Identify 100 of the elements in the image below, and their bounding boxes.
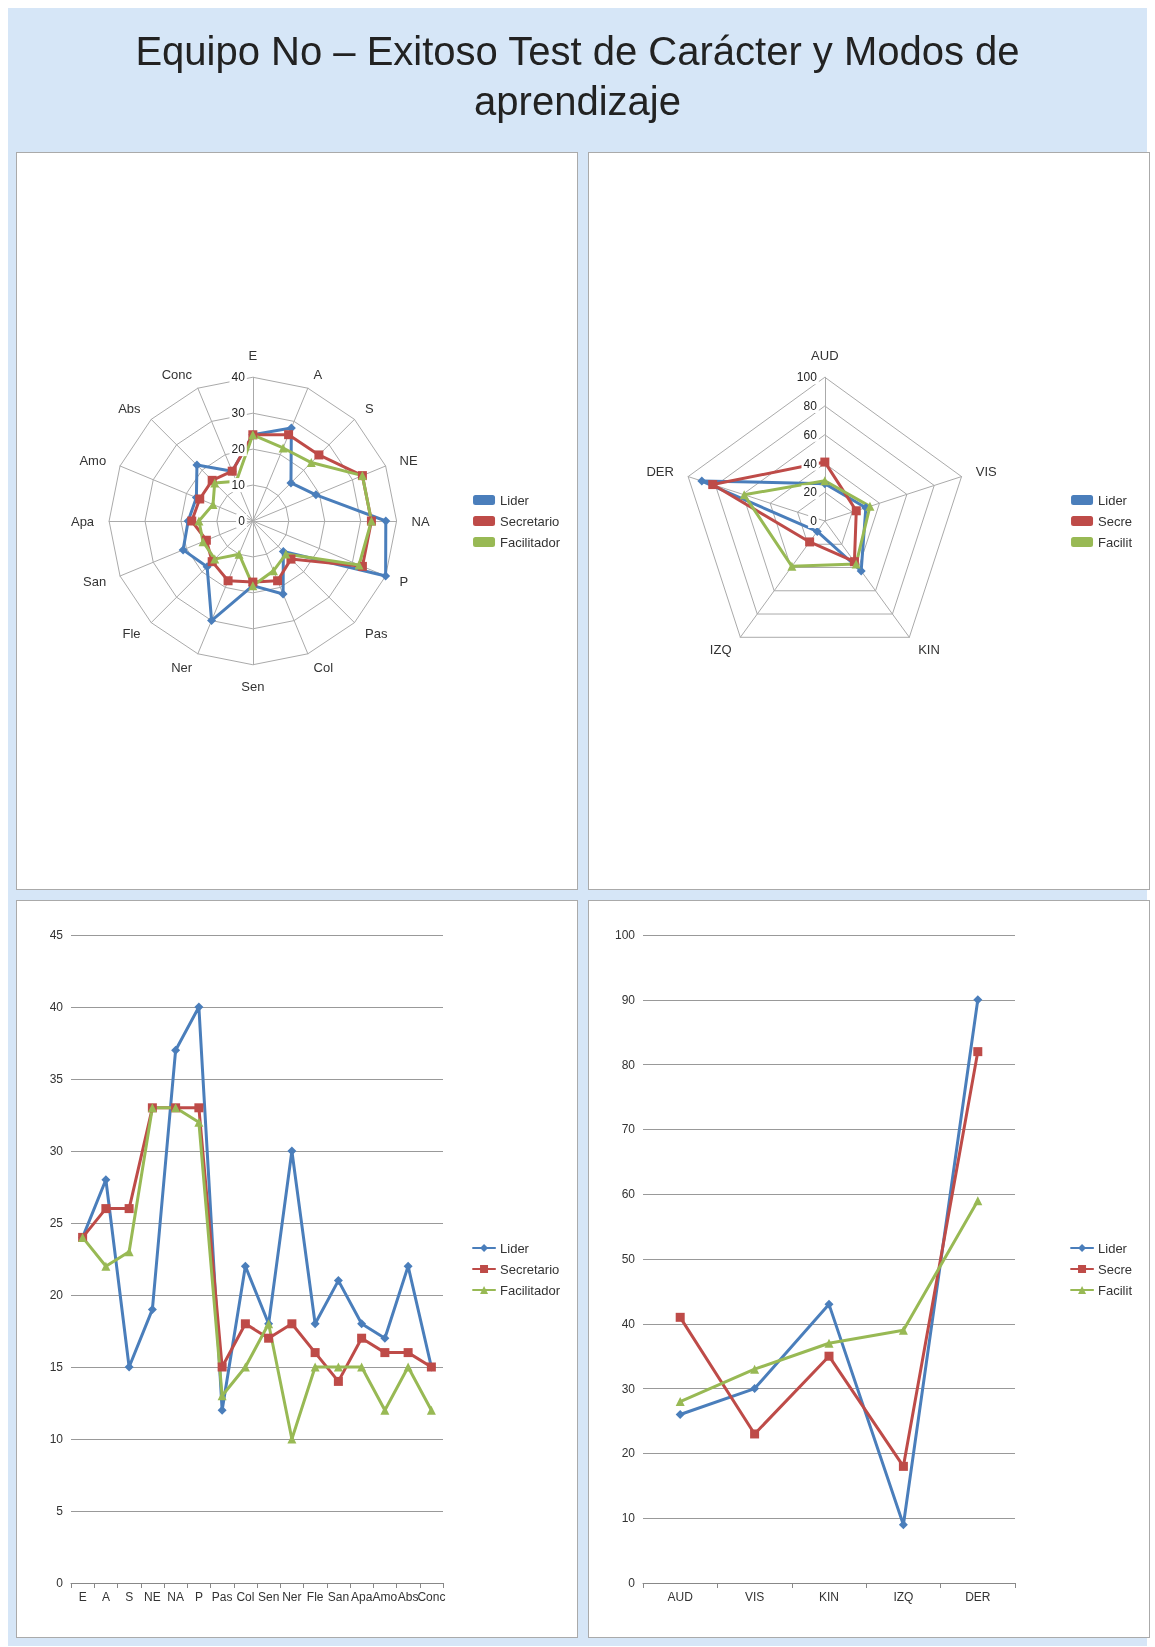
x-tick-label: IZQ xyxy=(893,1590,914,1604)
spoke-label: KIN xyxy=(918,641,940,657)
y-tick-label: 0 xyxy=(238,514,246,528)
spoke-label: A xyxy=(313,366,323,382)
point xyxy=(898,1325,908,1335)
point xyxy=(101,1204,111,1214)
point xyxy=(380,1333,390,1343)
y-tick-label: 15 xyxy=(49,1360,64,1374)
legend-label: Lider xyxy=(1098,1240,1128,1256)
legend-label: Lider xyxy=(500,492,530,508)
x-tick-label: Fle xyxy=(306,1590,324,1604)
x-tick-label: A xyxy=(101,1590,110,1604)
x-tick-label: San xyxy=(327,1590,350,1604)
y-tick-label: 40 xyxy=(231,370,246,385)
legend-label: Facilitador xyxy=(500,534,561,550)
point xyxy=(287,1319,297,1329)
y-tick-label: 40 xyxy=(621,1316,636,1331)
point xyxy=(217,1362,227,1372)
spoke-label: E xyxy=(248,348,258,364)
x-tick-label: Sen xyxy=(257,1590,280,1604)
spoke-label: Abs xyxy=(118,401,142,417)
x-tick-label: E xyxy=(78,1590,87,1604)
point xyxy=(675,1397,685,1407)
point xyxy=(333,1276,343,1286)
y-tick-label: 70 xyxy=(621,1122,636,1137)
spoke-label: Fle xyxy=(122,625,141,641)
x-tick-label: KIN xyxy=(818,1590,840,1604)
point xyxy=(973,995,983,1005)
point xyxy=(264,1333,274,1343)
spoke-label: DER xyxy=(646,464,674,480)
y-tick-label: 10 xyxy=(231,478,246,493)
point xyxy=(194,1103,204,1113)
legend-label: Facilit xyxy=(1098,1282,1133,1298)
y-tick-label: 30 xyxy=(49,1144,64,1158)
point xyxy=(171,1045,181,1055)
y-tick-label: 60 xyxy=(803,427,818,442)
spoke-label: Amo xyxy=(79,452,107,468)
point xyxy=(898,1461,908,1471)
x-tick-label: NE xyxy=(144,1590,161,1604)
spoke-label: IZQ xyxy=(709,641,732,657)
spoke-label: NA xyxy=(411,513,430,529)
spoke-label: San xyxy=(83,574,107,590)
point xyxy=(403,1362,413,1372)
y-tick-label: 20 xyxy=(621,1446,636,1461)
y-tick-label: 35 xyxy=(49,1072,64,1086)
point xyxy=(240,1319,250,1329)
point xyxy=(380,1405,390,1415)
point xyxy=(310,1362,320,1372)
x-tick-label: NA xyxy=(167,1590,184,1604)
point xyxy=(750,1364,760,1374)
point xyxy=(147,1304,157,1314)
x-tick-label: Conc xyxy=(417,1590,446,1604)
legend-label: Secretario xyxy=(500,513,560,529)
y-tick-label: 40 xyxy=(49,1000,64,1014)
point xyxy=(824,1299,834,1309)
y-tick-label: 20 xyxy=(231,442,246,457)
point xyxy=(357,1333,367,1343)
y-tick-label: 10 xyxy=(49,1432,64,1446)
y-tick-label: 30 xyxy=(231,406,246,421)
spoke-label: Pas xyxy=(365,625,388,641)
y-tick-label: 20 xyxy=(49,1288,64,1302)
spoke-label: Apa xyxy=(70,513,95,529)
point xyxy=(675,1312,685,1322)
legend-label: Lider xyxy=(500,1240,530,1256)
x-tick-label: S xyxy=(125,1590,134,1604)
point xyxy=(675,1410,685,1420)
x-tick-label: VIS xyxy=(744,1590,765,1604)
point xyxy=(750,1429,760,1439)
spoke-label: NE xyxy=(399,452,418,468)
point xyxy=(380,1348,390,1358)
y-tick-label: 20 xyxy=(803,485,818,500)
spoke-label: Conc xyxy=(161,366,193,382)
point xyxy=(194,1002,204,1012)
x-tick-label: DER xyxy=(965,1590,991,1604)
legend-label: Secretario xyxy=(500,1261,560,1277)
x-tick-label: Pas xyxy=(211,1590,233,1604)
y-tick-label: 30 xyxy=(621,1381,636,1396)
y-tick-label: 50 xyxy=(621,1252,636,1266)
legend-label: Facilit xyxy=(1098,534,1133,550)
legend-label: Secre xyxy=(1098,1261,1133,1277)
y-tick-label: 60 xyxy=(621,1187,636,1202)
y-tick-label: 100 xyxy=(796,370,818,385)
y-tick-label: 0 xyxy=(810,514,818,528)
spoke-label: AUD xyxy=(811,348,839,364)
point xyxy=(101,1261,111,1271)
point xyxy=(824,1338,834,1348)
y-tick-label: 10 xyxy=(621,1511,636,1526)
spoke-label: Col xyxy=(313,660,334,676)
point xyxy=(310,1319,320,1329)
legend-label: Facilitador xyxy=(500,1282,561,1298)
spoke-label: P xyxy=(399,574,409,590)
x-tick-label: Ner xyxy=(282,1590,302,1604)
y-tick-label: 90 xyxy=(621,992,636,1007)
y-tick-label: 0 xyxy=(628,1576,636,1590)
point xyxy=(824,1351,834,1361)
legend-label: Secre xyxy=(1098,513,1133,529)
x-tick-label: P xyxy=(194,1590,203,1604)
point xyxy=(357,1319,367,1329)
point xyxy=(240,1362,250,1372)
point xyxy=(357,1362,367,1372)
